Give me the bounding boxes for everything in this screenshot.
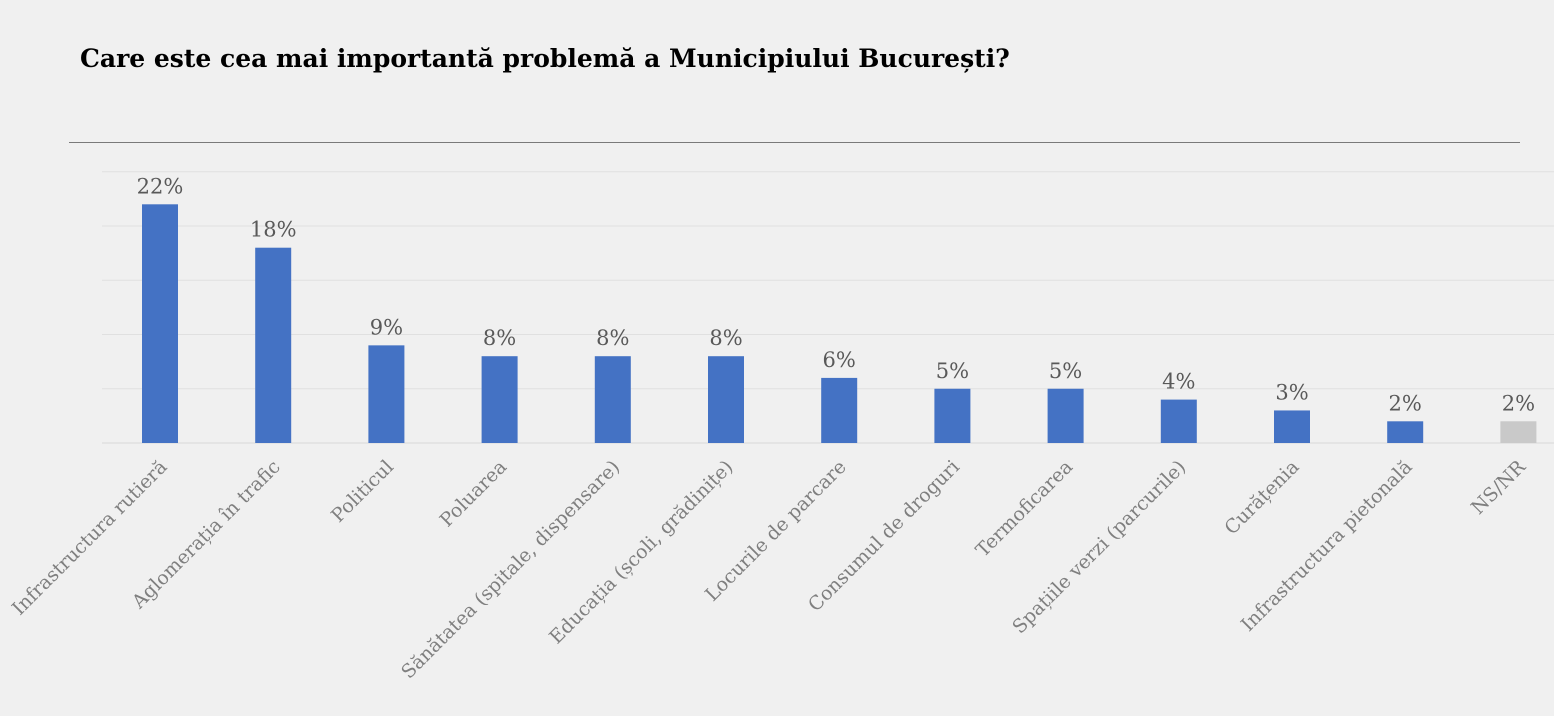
data-label: 2%: [1389, 391, 1422, 415]
data-label: 3%: [1275, 380, 1308, 404]
bar: [708, 356, 744, 443]
chart-title: Care este cea mai importantă problemă a …: [80, 44, 1010, 73]
bar: [1387, 421, 1424, 443]
data-label: 18%: [250, 218, 297, 242]
bar: [594, 356, 631, 443]
category-label: NS/NR: [1467, 455, 1530, 518]
category-label: Poluarea: [436, 456, 511, 531]
category-label: Educația (școli, grădinițe): [545, 456, 737, 648]
bar: [481, 356, 518, 443]
bar: [1160, 399, 1197, 443]
bar: [1047, 388, 1084, 443]
data-label: 6%: [823, 348, 856, 372]
data-label: 2%: [1502, 391, 1535, 415]
bar: [1500, 421, 1537, 443]
bar: [1274, 410, 1310, 443]
bar: [142, 204, 178, 443]
data-label: 8%: [483, 326, 516, 350]
title-divider: [69, 142, 1520, 143]
data-label: 8%: [596, 326, 629, 350]
data-label: 9%: [370, 315, 403, 339]
bar: [934, 388, 971, 443]
category-label: Curățenia: [1220, 456, 1303, 539]
bar: [255, 247, 292, 443]
data-label: 4%: [1162, 370, 1195, 394]
bar: [821, 377, 858, 443]
data-label: 22%: [137, 174, 184, 198]
data-label: 8%: [709, 326, 742, 350]
category-label: Politicul: [327, 456, 398, 527]
data-label: 5%: [1049, 359, 1082, 383]
category-label: Termoficarea: [972, 456, 1078, 562]
bar: [368, 345, 405, 443]
category-label: Sănătatea (spitale, dispensare): [397, 456, 624, 683]
data-label: 5%: [936, 359, 969, 383]
